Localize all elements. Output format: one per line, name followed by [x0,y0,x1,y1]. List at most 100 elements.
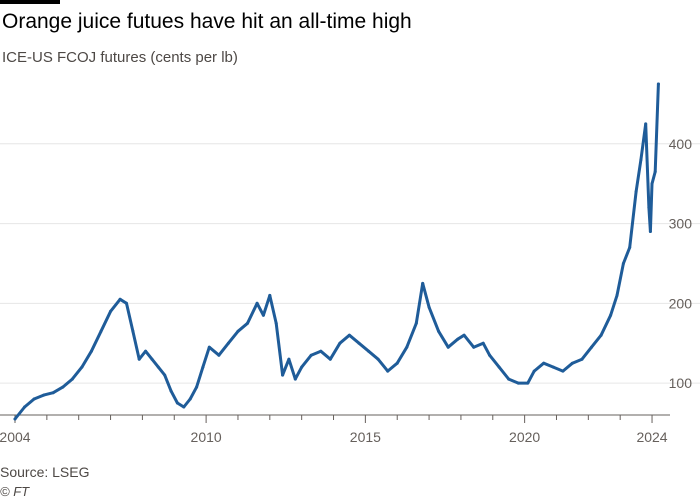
data-point [61,385,65,389]
data-point [561,369,565,373]
data-point [70,377,74,381]
data-point [182,405,186,409]
y-tick-label: 100 [669,375,693,391]
data-point [656,82,660,86]
data-point [175,401,179,405]
data-point [188,397,192,401]
data-point [99,329,103,333]
y-tick-label: 400 [669,136,693,152]
axis-ticks: 100 200 300 400 2004 2010 2015 2020 2024 [0,136,692,445]
data-point [137,357,141,361]
data-point [462,333,466,337]
data-point [414,321,418,325]
data-point [650,182,654,186]
data-point [169,389,173,393]
data-point [309,353,313,357]
x-tick-label: 2004 [0,429,31,445]
data-point [13,417,17,421]
data-point [281,373,285,377]
data-point [131,329,135,333]
data-point [405,345,409,349]
data-point [23,405,27,409]
series-line-0 [13,82,660,421]
data-point [542,361,546,365]
x-tick-label: 2010 [191,429,222,445]
chart-subtitle: ICE-US FCOJ futures (cents per lb) [2,49,238,66]
data-point [255,301,259,305]
data-point [163,373,167,377]
data-point [648,230,652,233]
data-point [456,337,460,341]
data-point [217,353,221,357]
data-point [507,377,511,381]
data-point [628,246,632,249]
data-point [338,341,342,345]
data-point [357,341,361,345]
data-point [287,357,291,361]
data-point [274,321,278,325]
data-point [144,349,148,353]
data-point [427,305,431,309]
data-point [386,369,390,373]
data-point [109,309,113,313]
data-point [261,313,265,317]
data-point [647,206,651,210]
data-point [328,357,332,361]
data-point [125,301,128,305]
data-point [481,341,485,345]
data-point [268,293,272,297]
x-tick-label: 2015 [350,429,381,445]
data-point [621,262,625,265]
data-point [80,365,84,369]
data-point [639,158,643,162]
data-point [599,333,603,337]
data-point [570,361,574,365]
copyright-note: © FT [0,484,30,499]
data-point [195,385,199,389]
y-tick-label: 300 [669,216,693,232]
data-point [32,397,36,401]
data-point [551,365,555,369]
data-point [319,349,323,353]
data-point [590,345,593,349]
data-point [42,393,46,397]
data-point [472,345,476,349]
data-point [376,357,380,361]
data-point [644,122,648,126]
data-point [532,369,536,373]
data-point [293,377,297,381]
data-point [437,329,441,333]
data-point [609,313,613,317]
data-point [516,381,520,385]
data-point [207,345,211,349]
data-point [421,281,425,285]
line-chart: 100 200 300 400 2004 2010 2015 2020 2024 [0,82,700,445]
x-tick-label: 2020 [509,429,540,445]
source-note: Source: LSEG [0,464,90,480]
data-point [118,297,122,301]
data-point [580,357,584,361]
data-point [236,329,240,333]
data-point [497,365,501,369]
data-point [201,365,205,369]
x-tick-label: 2024 [636,429,667,445]
data-point [300,365,304,369]
series-layer [13,82,660,421]
data-point [367,349,371,353]
chart-title: Orange juice futues have hit an all-time… [2,10,412,33]
ft-accent-bar [0,0,60,4]
data-point [446,345,450,349]
data-point [653,170,657,174]
data-point [395,361,399,365]
data-point [526,381,530,385]
data-point [156,365,160,369]
grid-lines [0,143,700,416]
data-point [488,353,492,357]
data-point [246,321,249,325]
data-point [150,357,154,361]
y-tick-label: 200 [669,295,693,311]
data-point [89,349,93,353]
data-point [51,391,55,395]
data-point [347,333,351,337]
data-point [634,190,638,194]
